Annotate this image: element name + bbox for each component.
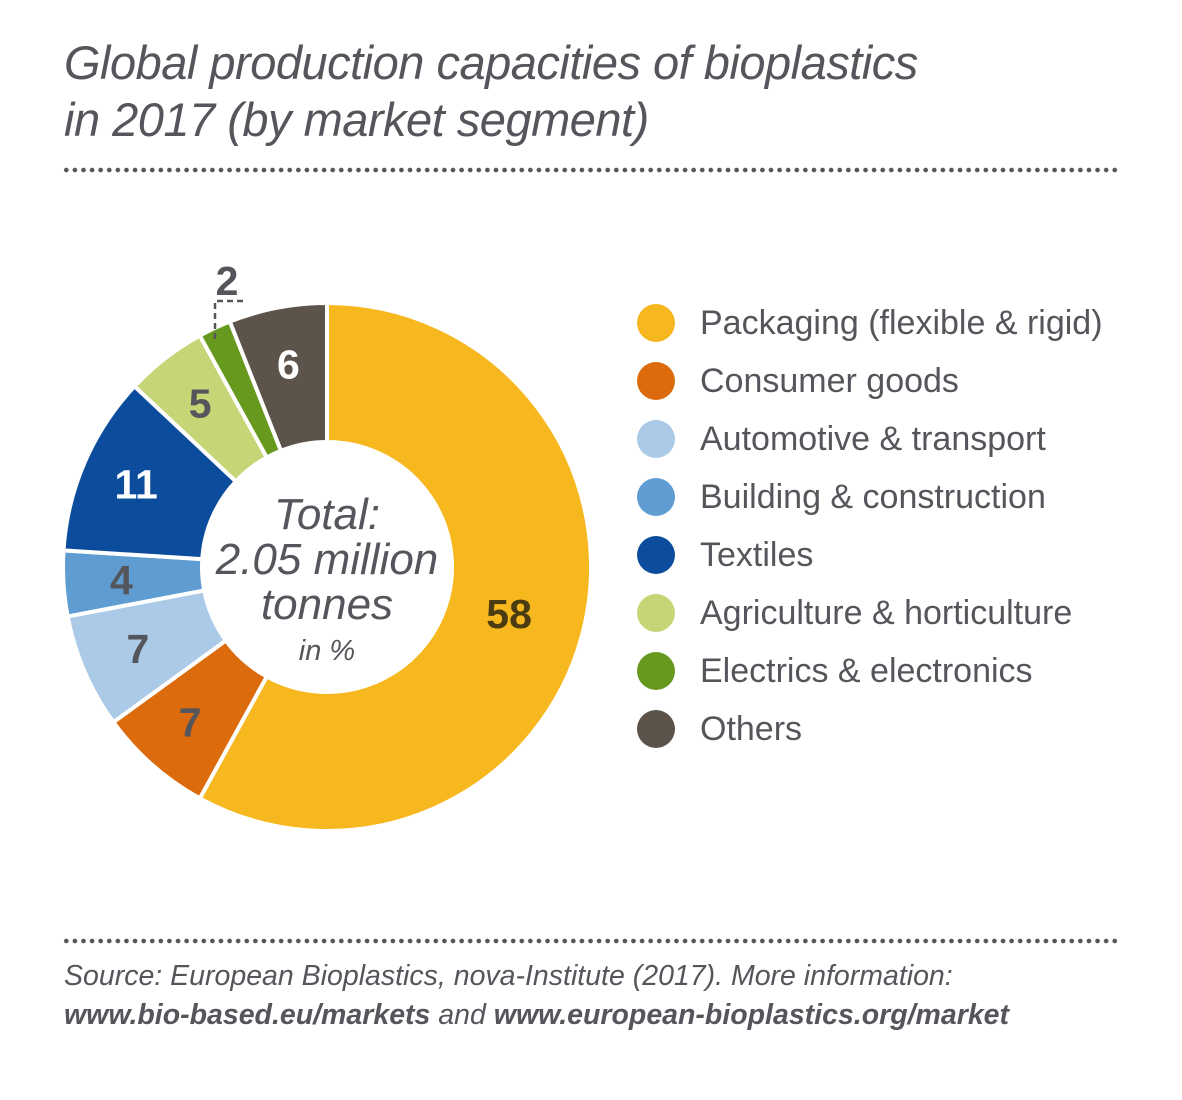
legend-item-automotive-transport: Automotive & transport [637,420,1103,458]
total-unit: tonnes [260,580,394,629]
legend-label-textiles: Textiles [700,535,814,574]
legend-label-automotive-transport: Automotive & transport [700,419,1046,458]
legend-label-building-construction: Building & construction [700,477,1046,516]
chart-title-line2: in 2017 (by market segment) [64,93,649,146]
slice-others [227,300,329,454]
total-heading: Total: [273,490,380,539]
legend-label-others: Others [700,709,803,748]
legend-label-consumer-goods: Consumer goods [700,361,959,400]
legend-item-others: Others [637,710,1103,748]
legend: Packaging (flexible & rigid) Consumer goo… [637,304,1103,748]
link-bio-based: www.bio-based.eu/markets [64,999,431,1031]
donut-chart: 58 77 4 11 5 26 [61,258,594,833]
donut-center-label: Total: 2.05 million tonnes in % [157,492,497,666]
slice-value-consumer-goods: 7 [179,699,202,745]
legend-item-textiles: Textiles [637,536,1103,574]
slice-value-textiles: 11 [114,461,157,507]
legend-label-agriculture-horticulture: Agriculture & horticulture [700,593,1073,632]
slice-value-building-construction: 4 [110,557,133,603]
legend-label-packaging-flexible-rigid: Packaging (flexible & rigid) [700,303,1103,342]
legend-dot-building-construction [637,478,675,516]
slice-value-automotive-transport: 7 [127,626,150,672]
legend-dot-textiles [637,536,675,574]
legend-item-agriculture-horticulture: Agriculture & horticulture [637,594,1103,632]
legend-label-electrics-electronics: Electrics & electronics [700,651,1033,690]
source-note: Source: European Bioplastics, nova-Insti… [64,957,1124,1035]
total-value: 2.05 million [215,535,439,584]
legend-dot-agriculture-horticulture [637,594,675,632]
dotted-divider-top [62,167,1120,173]
legend-item-electrics-electronics: Electrics & electronics [637,652,1103,690]
slice-value-packaging-flexible-rigid: 58 [486,591,532,637]
slice-value-others: 6 [277,342,300,388]
slice-value-agriculture-horticulture: 5 [189,380,212,426]
dotted-divider-bottom [62,938,1120,944]
chart-title: Global production capacities of bioplast… [64,34,918,148]
slice-packaging-flexible-rigid [197,300,594,833]
legend-dot-consumer-goods [637,362,675,400]
legend-dot-others [637,710,675,748]
leader-line-electrics-electronics [213,299,243,343]
chart-title-line1: Global production capacities of bioplast… [64,36,918,89]
links-line: www.bio-based.eu/markets and www.europea… [64,996,1124,1035]
legend-dot-electrics-electronics [637,652,675,690]
legend-item-building-construction: Building & construction [637,478,1103,516]
legend-dot-automotive-transport [637,420,675,458]
link-european-bioplastics: www.european-bioplastics.org/market [493,999,1010,1031]
percent-note: in % [298,635,356,667]
legend-dot-packaging-flexible-rigid [637,304,675,342]
links-conjunction: and [430,999,494,1031]
source-line: Source: European Bioplastics, nova-Insti… [64,960,953,992]
legend-item-packaging-flexible-rigid: Packaging (flexible & rigid) [637,304,1103,342]
slice-value-electrics-electronics: 2 [216,258,239,304]
legend-item-consumer-goods: Consumer goods [637,362,1103,400]
